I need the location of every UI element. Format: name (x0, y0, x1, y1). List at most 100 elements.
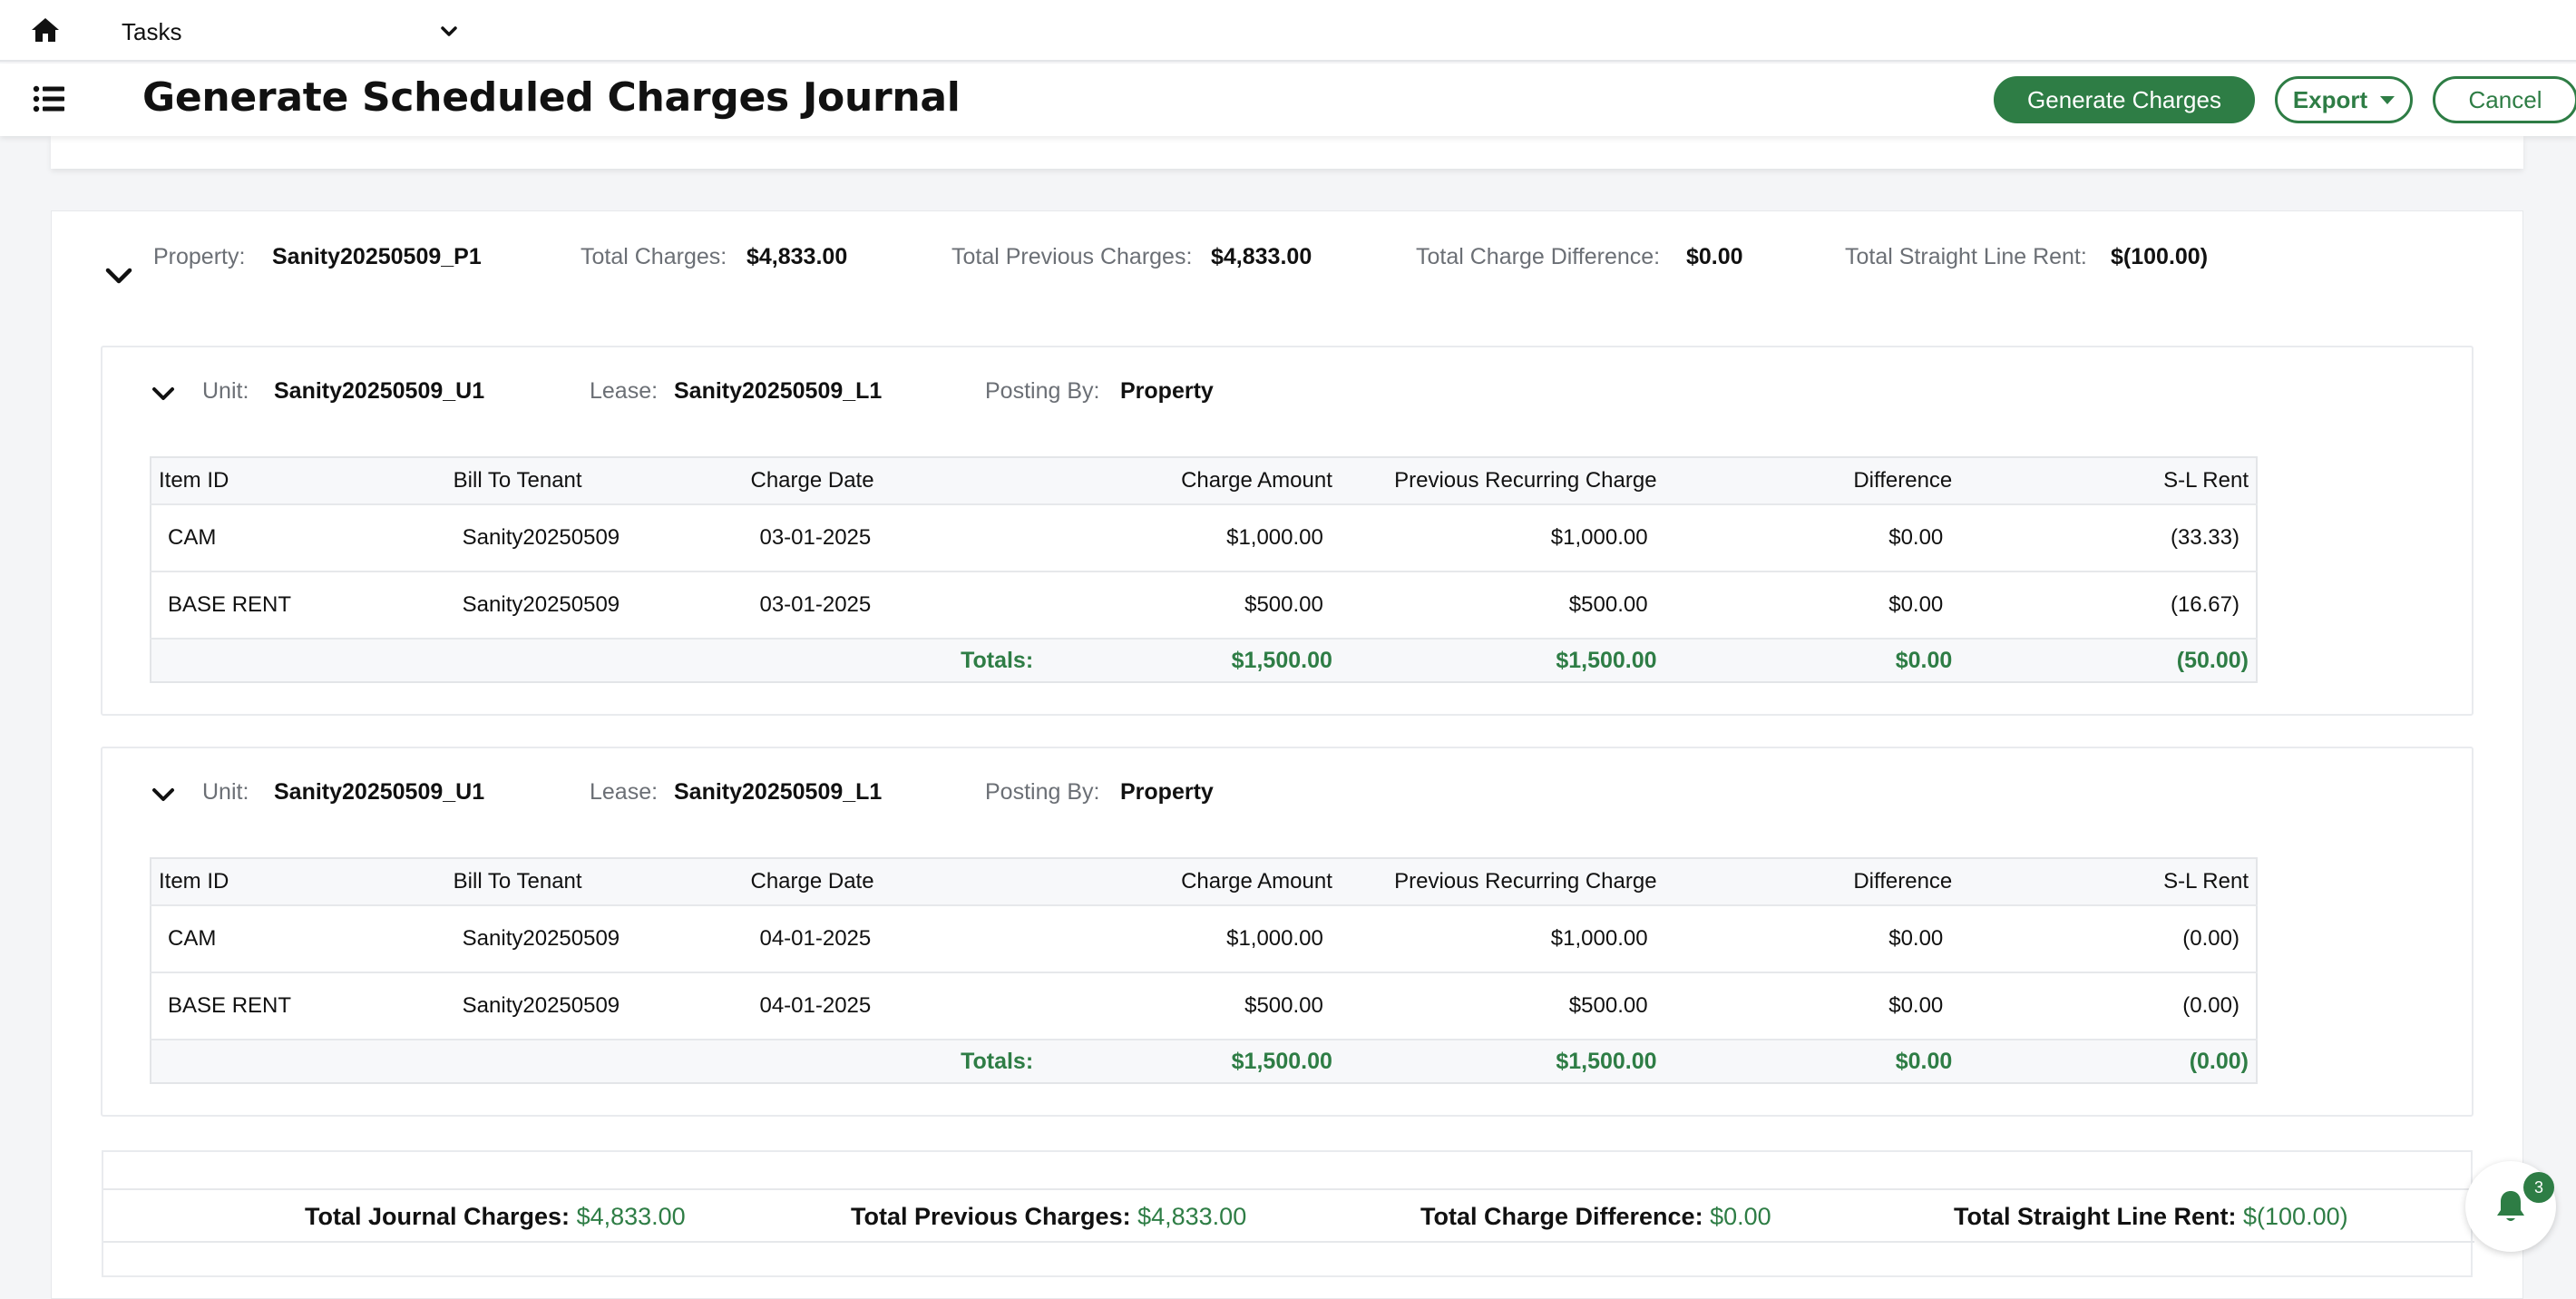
cell-previous-recurring-charge: $500.00 (1339, 972, 1664, 1040)
charges-table: Item ID Bill To Tenant Charge Date Charg… (150, 857, 2258, 1084)
list-menu-icon[interactable] (33, 85, 65, 112)
column-header-charge-amount: Charge Amount (1040, 456, 1340, 504)
page-title: Generate Scheduled Charges Journal (142, 74, 961, 121)
summary-total-charge-difference-value: $0.00 (1710, 1203, 1771, 1230)
cell-item-id: BASE RENT (151, 571, 446, 639)
total-straight-line-rent-label: Total Straight Line Rent: (1845, 244, 2087, 269)
cell-sl-rent: (16.67) (1959, 571, 2257, 639)
cell-bill-to-tenant: Sanity20250509 (445, 571, 744, 639)
column-header-sl-rent: S-L Rent (1959, 857, 2257, 905)
journal-summary-row: Total Journal Charges: $4,833.00 Total P… (103, 1188, 2474, 1243)
totals-spacer (151, 638, 446, 683)
cell-charge-amount: $1,000.00 (1040, 904, 1340, 972)
total-previous-charges-label: Total Previous Charges: (951, 244, 1193, 269)
column-header-charge-amount: Charge Amount (1040, 857, 1340, 905)
table-row: CAM Sanity20250509 03-01-2025 $1,000.00 … (151, 503, 2257, 571)
cell-sl-rent: (33.33) (1959, 503, 2257, 571)
cell-previous-recurring-charge: $500.00 (1339, 571, 1664, 639)
total-charges-value: $4,833.00 (746, 244, 848, 269)
column-header-sl-rent: S-L Rent (1959, 456, 2257, 504)
chevron-down-icon (439, 22, 459, 42)
totals-row: Totals: $1,500.00 $1,500.00 $0.00 (50.00… (151, 638, 2257, 683)
column-header-previous-recurring-charge: Previous Recurring Charge (1339, 456, 1664, 504)
summary-total-straight-line-rent: Total Straight Line Rent: $(100.00) (1954, 1203, 2348, 1231)
cell-charge-date: 03-01-2025 (743, 503, 1041, 571)
summary-total-straight-line-rent-value: $(100.00) (2243, 1203, 2348, 1230)
posting-by-value: Property (1120, 779, 1214, 805)
table-row: BASE RENT Sanity20250509 03-01-2025 $500… (151, 571, 2257, 639)
cell-bill-to-tenant: Sanity20250509 (445, 972, 744, 1040)
lease-label: Lease: (590, 378, 659, 404)
column-header-bill-to-tenant: Bill To Tenant (445, 857, 744, 905)
lease-value: Sanity20250509_L1 (674, 378, 883, 404)
export-button[interactable]: Export (2275, 76, 2413, 123)
cell-difference: $0.00 (1664, 904, 1960, 972)
notification-count-badge: 3 (2523, 1172, 2554, 1203)
column-header-item-id: Item ID (151, 857, 446, 905)
totals-label: Totals: (743, 1039, 1041, 1084)
cancel-button[interactable]: Cancel (2433, 76, 2576, 123)
posting-by-label: Posting By: (985, 779, 1100, 805)
totals-charge-amount: $1,500.00 (1040, 1039, 1340, 1084)
property-label: Property: (153, 244, 246, 269)
journal-summary-card: Total Journal Charges: $4,833.00 Total P… (102, 1150, 2474, 1277)
total-straight-line-rent-value: $(100.00) (2111, 244, 2209, 269)
cell-charge-date: 03-01-2025 (743, 571, 1041, 639)
unit-label: Unit: (202, 378, 249, 404)
tasks-dropdown[interactable]: Tasks (120, 13, 459, 49)
collapse-unit-chevron-icon[interactable] (150, 380, 177, 407)
table-header-row: Item ID Bill To Tenant Charge Date Charg… (151, 857, 2257, 905)
totals-sl-rent: (0.00) (1959, 1039, 2257, 1084)
total-charge-difference-value: $0.00 (1686, 244, 1743, 269)
cell-bill-to-tenant: Sanity20250509 (445, 904, 744, 972)
totals-spacer (445, 1039, 744, 1084)
summary-total-charge-difference: Total Charge Difference: $0.00 (1420, 1203, 1771, 1231)
column-header-bill-to-tenant: Bill To Tenant (445, 456, 744, 504)
summary-total-charge-difference-label: Total Charge Difference: (1420, 1203, 1703, 1230)
column-header-difference: Difference (1664, 857, 1960, 905)
unit-card: Unit: Sanity20250509_U1 Lease: Sanity202… (101, 747, 2474, 1117)
totals-difference: $0.00 (1664, 1039, 1960, 1084)
collapse-unit-chevron-icon[interactable] (150, 781, 177, 808)
property-value: Sanity20250509_P1 (272, 244, 482, 269)
posting-by-label: Posting By: (985, 378, 1100, 404)
cell-previous-recurring-charge: $1,000.00 (1339, 503, 1664, 571)
property-card: Property: Sanity20250509_P1 Total Charge… (51, 210, 2523, 1299)
posting-by-value: Property (1120, 378, 1214, 404)
summary-total-previous-charges: Total Previous Charges: $4,833.00 (851, 1203, 1246, 1231)
total-journal-charges: Total Journal Charges: $4,833.00 (305, 1203, 686, 1231)
cell-item-id: BASE RENT (151, 972, 446, 1040)
table-row: CAM Sanity20250509 04-01-2025 $1,000.00 … (151, 904, 2257, 972)
unit-value: Sanity20250509_U1 (274, 779, 485, 805)
cell-sl-rent: (0.00) (1959, 972, 2257, 1040)
home-icon[interactable] (31, 16, 60, 44)
totals-label: Totals: (743, 638, 1041, 683)
summary-total-straight-line-rent-label: Total Straight Line Rent: (1954, 1203, 2237, 1230)
generate-charges-button[interactable]: Generate Charges (1994, 76, 2255, 123)
table-header-row: Item ID Bill To Tenant Charge Date Charg… (151, 456, 2257, 504)
unit-label: Unit: (202, 779, 249, 805)
cell-item-id: CAM (151, 904, 446, 972)
column-header-charge-date: Charge Date (743, 456, 1041, 504)
total-previous-charges-value: $4,833.00 (1211, 244, 1312, 269)
total-charge-difference-label: Total Charge Difference: (1416, 244, 1661, 269)
cell-difference: $0.00 (1664, 503, 1960, 571)
cell-item-id: CAM (151, 503, 446, 571)
cell-difference: $0.00 (1664, 571, 1960, 639)
summary-total-previous-charges-value: $4,833.00 (1137, 1203, 1247, 1230)
unit-value: Sanity20250509_U1 (274, 378, 485, 404)
lease-label: Lease: (590, 779, 659, 805)
export-label: Export (2292, 85, 2368, 113)
lease-value: Sanity20250509_L1 (674, 779, 883, 805)
generate-charges-label: Generate Charges (2027, 85, 2221, 113)
summary-total-previous-charges-label: Total Previous Charges: (851, 1203, 1131, 1230)
cell-sl-rent: (0.00) (1959, 904, 2257, 972)
total-charges-label: Total Charges: (581, 244, 727, 269)
tasks-dropdown-label: Tasks (122, 18, 182, 45)
cell-charge-amount: $500.00 (1040, 571, 1340, 639)
cell-previous-recurring-charge: $1,000.00 (1339, 904, 1664, 972)
collapse-property-chevron-icon[interactable] (102, 260, 135, 293)
cell-bill-to-tenant: Sanity20250509 (445, 503, 744, 571)
cell-charge-date: 04-01-2025 (743, 904, 1041, 972)
charges-table: Item ID Bill To Tenant Charge Date Charg… (150, 456, 2258, 683)
